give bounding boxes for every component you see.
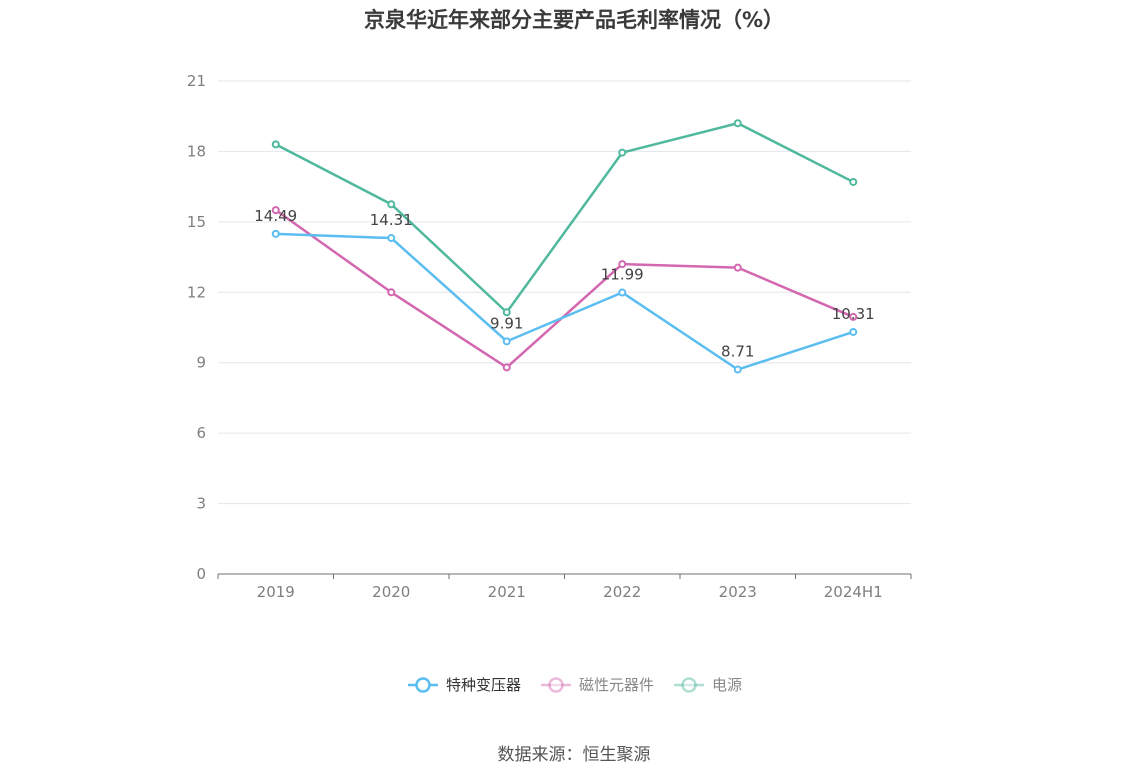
legend-line-circle-icon — [540, 676, 571, 693]
data-point — [733, 263, 742, 272]
x-tick-label: 2020 — [372, 583, 410, 601]
x-tick-label: 2019 — [257, 583, 295, 601]
data-point — [387, 200, 396, 209]
legend-item[interactable]: 电源 — [672, 674, 742, 695]
data-point — [618, 148, 627, 157]
data-point — [618, 288, 627, 297]
legend-item[interactable]: 特种变压器 — [406, 674, 521, 695]
legend: 特种变压器 磁性元器件 电源 — [0, 674, 1148, 695]
y-tick-label: 15 — [187, 213, 206, 231]
y-tick-label: 12 — [187, 283, 206, 301]
legend-line-circle-icon — [674, 676, 704, 693]
data-point — [502, 337, 511, 346]
x-tick-label: 2023 — [719, 583, 757, 601]
legend-label: 电源 — [712, 676, 743, 694]
data-point — [849, 327, 858, 336]
x-tick-label: 2022 — [603, 583, 641, 601]
y-tick-label: 6 — [196, 424, 206, 442]
y-tick-label: 0 — [196, 565, 206, 583]
data-label: 14.31 — [370, 211, 413, 229]
series-2 — [271, 119, 858, 317]
data-point — [733, 119, 742, 128]
legend-line-circle-icon — [407, 676, 438, 693]
data-point — [271, 140, 280, 149]
data-label: 10.31 — [832, 305, 875, 323]
y-tick-label: 3 — [196, 495, 206, 513]
y-tick-label: 9 — [196, 354, 206, 372]
x-tick-label: 2021 — [488, 583, 526, 601]
legend-label: 磁性元器件 — [578, 676, 654, 694]
line-chart: 0 3 6 9 12 15 18 21 2019 2020 2021 2022 2023 2024H1 1… — [187, 72, 912, 601]
data-label: 8.71 — [721, 343, 754, 361]
y-tick-label: 18 — [187, 142, 206, 160]
x-tick-label: 2024H1 — [824, 583, 883, 601]
series-line — [275, 122, 854, 314]
data-point — [271, 206, 280, 215]
y-tick-label: 21 — [187, 72, 206, 90]
data-point — [387, 234, 396, 243]
series-line — [275, 232, 854, 371]
data-point — [387, 288, 396, 297]
data-point — [271, 229, 280, 238]
data-point — [849, 177, 858, 186]
data-point — [849, 312, 858, 321]
data-label: 9.91 — [490, 314, 523, 332]
data-point — [733, 365, 742, 374]
chart-title: 京泉华近年来部分主要产品毛利率情况（%） — [363, 8, 785, 32]
data-point — [618, 260, 627, 269]
source-note: 数据来源：恒生聚源 — [497, 745, 651, 765]
data-point — [502, 363, 511, 372]
series-0 — [271, 229, 858, 374]
data-label: 14.49 — [254, 207, 297, 225]
legend-label: 特种变压器 — [445, 676, 521, 694]
data-point — [502, 308, 511, 317]
legend-item[interactable]: 磁性元器件 — [539, 674, 654, 695]
data-label: 11.99 — [601, 266, 644, 284]
